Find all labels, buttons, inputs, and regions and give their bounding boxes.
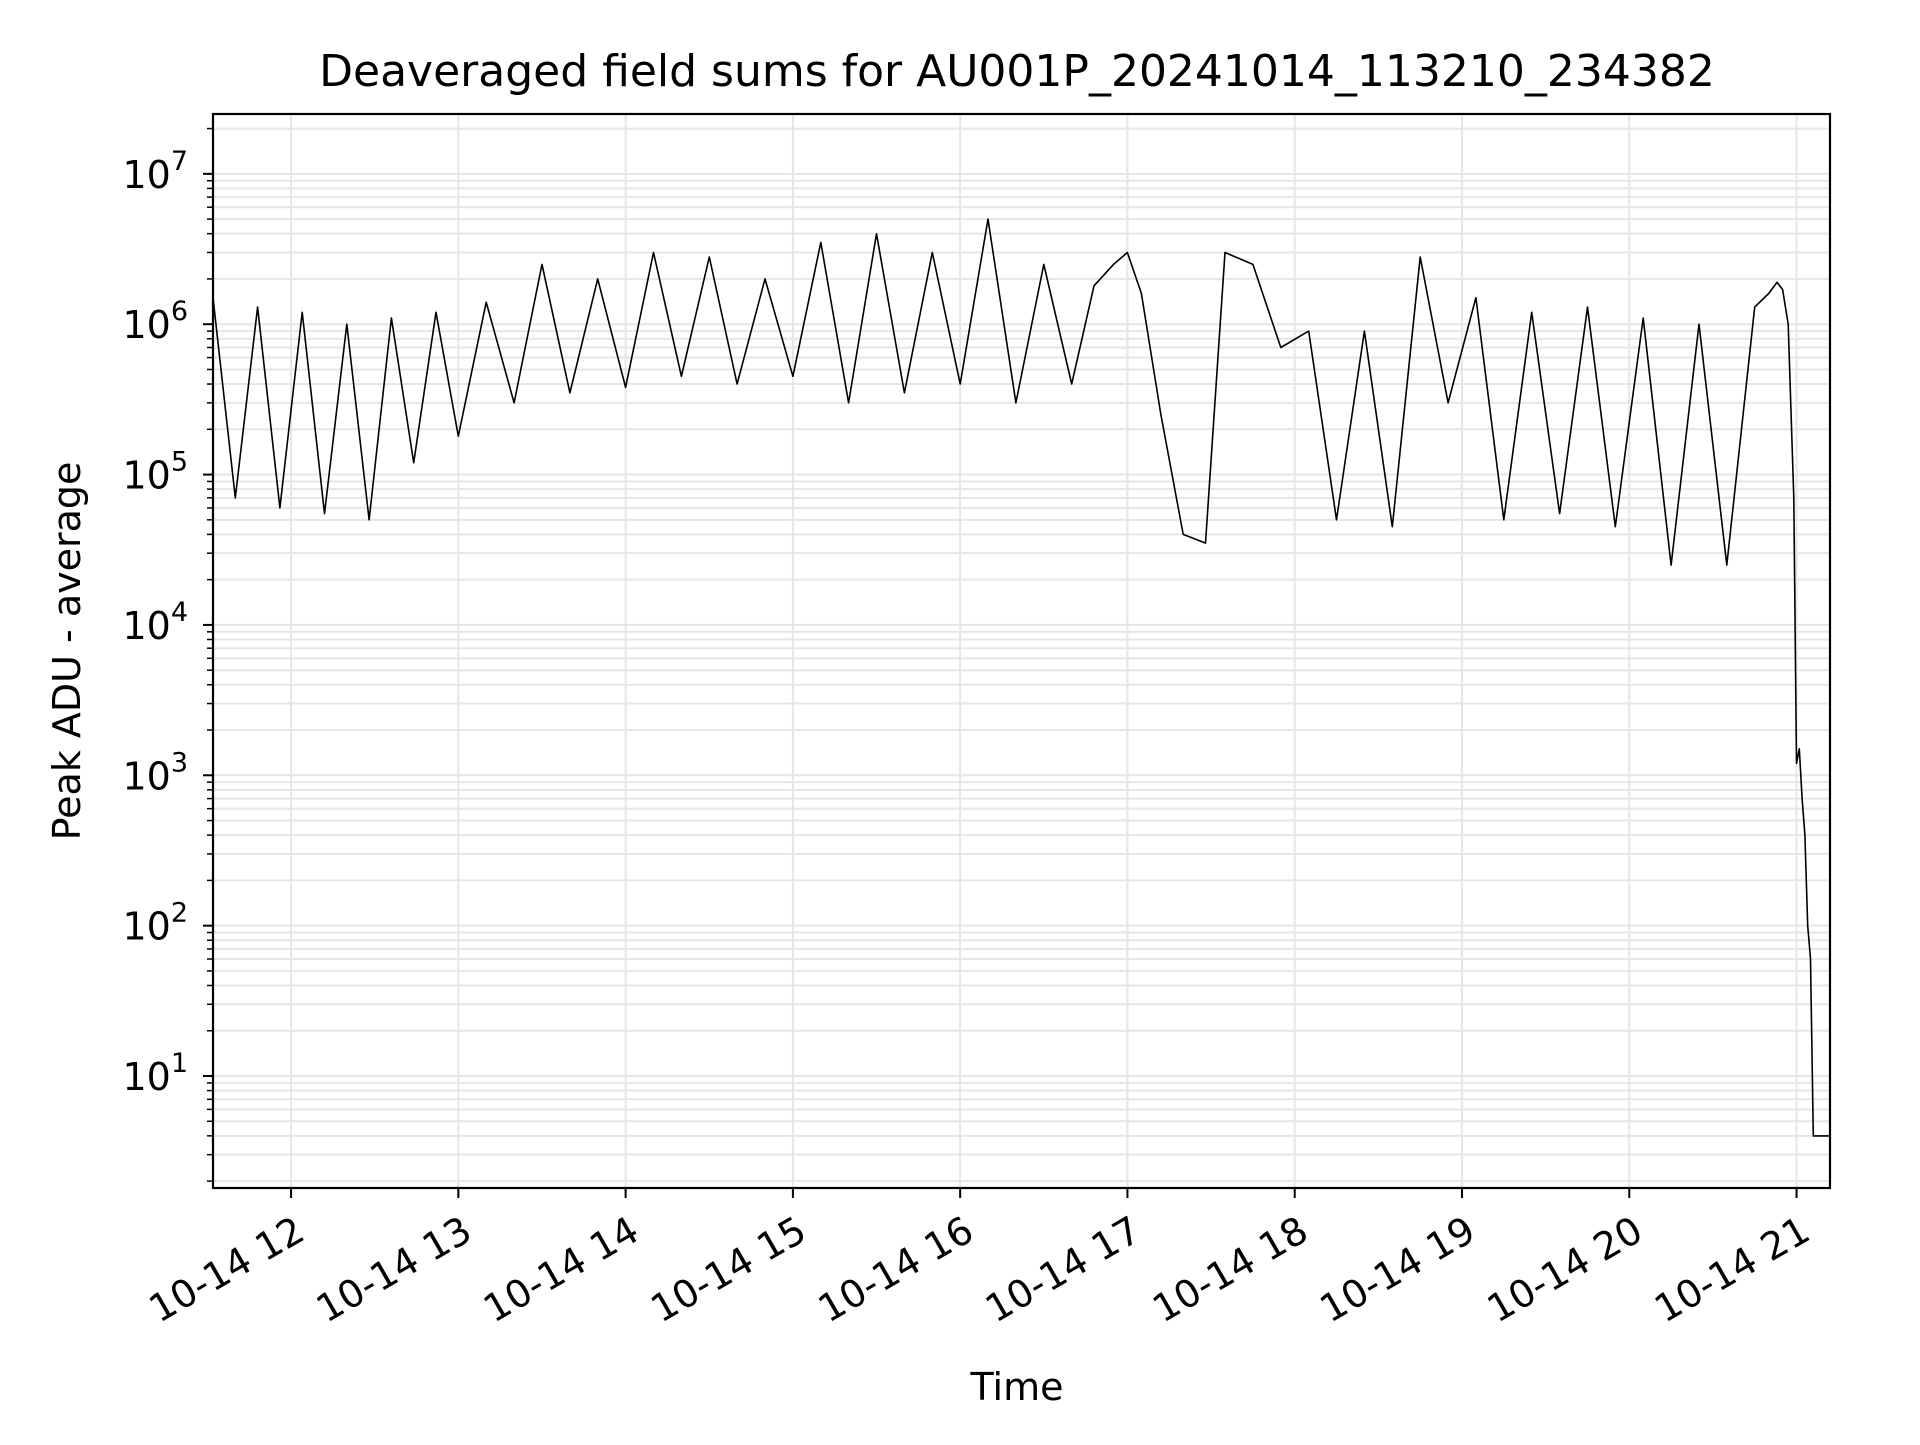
x-tick-label: 10-14 14	[476, 1208, 646, 1332]
plot-frame	[211, 112, 1832, 1190]
x-tick-label: 10-14 17	[978, 1208, 1148, 1332]
x-tick-label: 10-14 12	[142, 1208, 312, 1332]
x-axis-label: Time	[970, 1365, 1064, 1409]
x-tick-label: 10-14 21	[1647, 1208, 1817, 1332]
series-layer	[212, 218, 1830, 1137]
grid	[213, 114, 1830, 1188]
y-tick-label: 107	[122, 146, 188, 197]
y-tick-label: 104	[122, 597, 188, 648]
series-line	[212, 218, 1830, 1137]
x-tick-label: 10-14 15	[643, 1208, 813, 1332]
x-tick-label: 10-14 13	[309, 1208, 479, 1332]
y-tick-label: 105	[122, 447, 188, 498]
x-tick-label: 10-14 19	[1313, 1208, 1483, 1332]
y-axis-label: Peak ADU - average	[45, 462, 89, 841]
chart-title: Deaveraged field sums for AU001P_2024101…	[319, 46, 1715, 97]
x-tick-label: 10-14 20	[1480, 1208, 1650, 1332]
x-tick-label: 10-14 16	[811, 1208, 981, 1332]
x-tick-label: 10-14 18	[1145, 1208, 1315, 1332]
y-tick-label: 102	[122, 898, 188, 949]
y-tick-label: 101	[122, 1048, 188, 1099]
y-axis: 101 102 103 104 105 106 107	[122, 127, 213, 1182]
y-tick-label: 103	[122, 747, 188, 798]
y-tick-label: 106	[122, 296, 188, 347]
